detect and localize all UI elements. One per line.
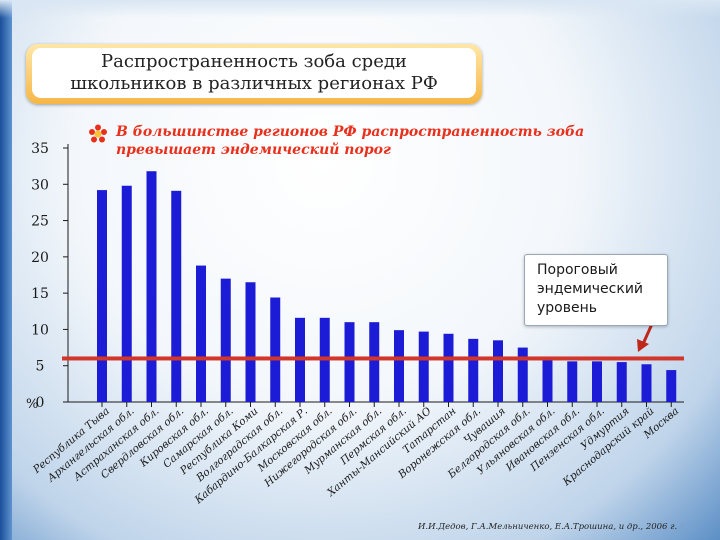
bar xyxy=(542,358,553,402)
bar xyxy=(369,322,380,402)
page-number: 6 xyxy=(680,522,686,531)
bar xyxy=(146,171,157,402)
threshold-callout: Пороговый эндемический уровень xyxy=(524,254,668,326)
chart-subtitle: В большинстве регионов РФ распространенн… xyxy=(116,124,585,158)
flower-bullet-icon xyxy=(89,124,107,143)
title-box: Распространенность зоба среди школьников… xyxy=(26,44,482,104)
threshold-line xyxy=(62,356,684,361)
y-tick-label: 15 xyxy=(31,286,49,302)
title-inner: Распространенность зоба среди школьников… xyxy=(32,48,476,98)
y-tick-label: 20 xyxy=(31,250,49,266)
bar xyxy=(641,364,652,402)
bar xyxy=(394,330,404,402)
slide-top-border xyxy=(0,0,720,18)
y-axis-unit: % xyxy=(26,397,38,412)
bar xyxy=(97,190,107,402)
slide-left-border xyxy=(0,0,12,540)
y-tick-label: 0 xyxy=(36,395,45,411)
bar xyxy=(468,338,479,402)
bar xyxy=(121,185,132,402)
threshold-arrow xyxy=(641,323,654,345)
bar xyxy=(245,282,256,402)
y-tick-label: 30 xyxy=(31,177,49,193)
bar xyxy=(270,297,281,402)
bar xyxy=(443,333,454,402)
bar xyxy=(616,362,627,402)
bar xyxy=(567,361,578,402)
y-tick-label: 10 xyxy=(31,322,49,338)
y-tick-label: 35 xyxy=(31,141,49,157)
bar xyxy=(171,190,182,402)
bar xyxy=(493,340,503,402)
bar xyxy=(220,278,231,402)
bar xyxy=(418,331,429,402)
bar xyxy=(196,265,206,402)
y-tick-label: 25 xyxy=(31,214,49,230)
page-title: Распространенность зоба среди школьников… xyxy=(70,51,438,94)
bar xyxy=(344,322,355,402)
threshold-arrow-head xyxy=(637,339,649,352)
bar xyxy=(592,361,602,402)
y-tick-label: 5 xyxy=(36,359,45,375)
bar xyxy=(666,370,677,402)
citation: И.И.Дедов, Г.А.Мельниченко, Е.А.Трошина,… xyxy=(418,522,678,532)
threshold-label: Пороговый эндемический уровень xyxy=(537,262,644,316)
bar xyxy=(517,347,528,402)
